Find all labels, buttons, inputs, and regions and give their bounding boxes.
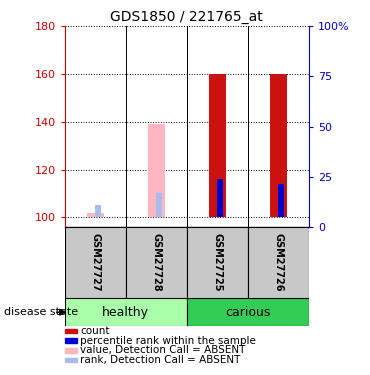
Bar — [65, 298, 187, 326]
Bar — [217, 179, 223, 218]
Text: value, Detection Call = ABSENT: value, Detection Call = ABSENT — [80, 345, 246, 355]
Bar — [187, 227, 248, 298]
Bar — [278, 184, 284, 218]
Text: carious: carious — [225, 306, 270, 319]
Bar — [248, 227, 309, 298]
Bar — [65, 227, 126, 298]
Text: percentile rank within the sample: percentile rank within the sample — [80, 336, 256, 345]
Bar — [148, 124, 165, 218]
Bar — [87, 213, 104, 217]
Text: GSM27728: GSM27728 — [151, 233, 161, 292]
Text: rank, Detection Call = ABSENT: rank, Detection Call = ABSENT — [80, 355, 240, 365]
Text: count: count — [80, 326, 110, 336]
Text: disease state: disease state — [4, 307, 78, 317]
Text: GSM27726: GSM27726 — [273, 233, 283, 292]
Bar — [209, 74, 226, 217]
Text: healthy: healthy — [102, 306, 149, 319]
Title: GDS1850 / 221765_at: GDS1850 / 221765_at — [111, 10, 263, 24]
Bar — [187, 298, 309, 326]
Text: GSM27727: GSM27727 — [90, 233, 100, 292]
Bar — [156, 194, 162, 217]
Bar — [270, 74, 287, 217]
Bar — [126, 227, 187, 298]
Text: GSM27725: GSM27725 — [212, 233, 222, 292]
Bar — [95, 206, 101, 218]
